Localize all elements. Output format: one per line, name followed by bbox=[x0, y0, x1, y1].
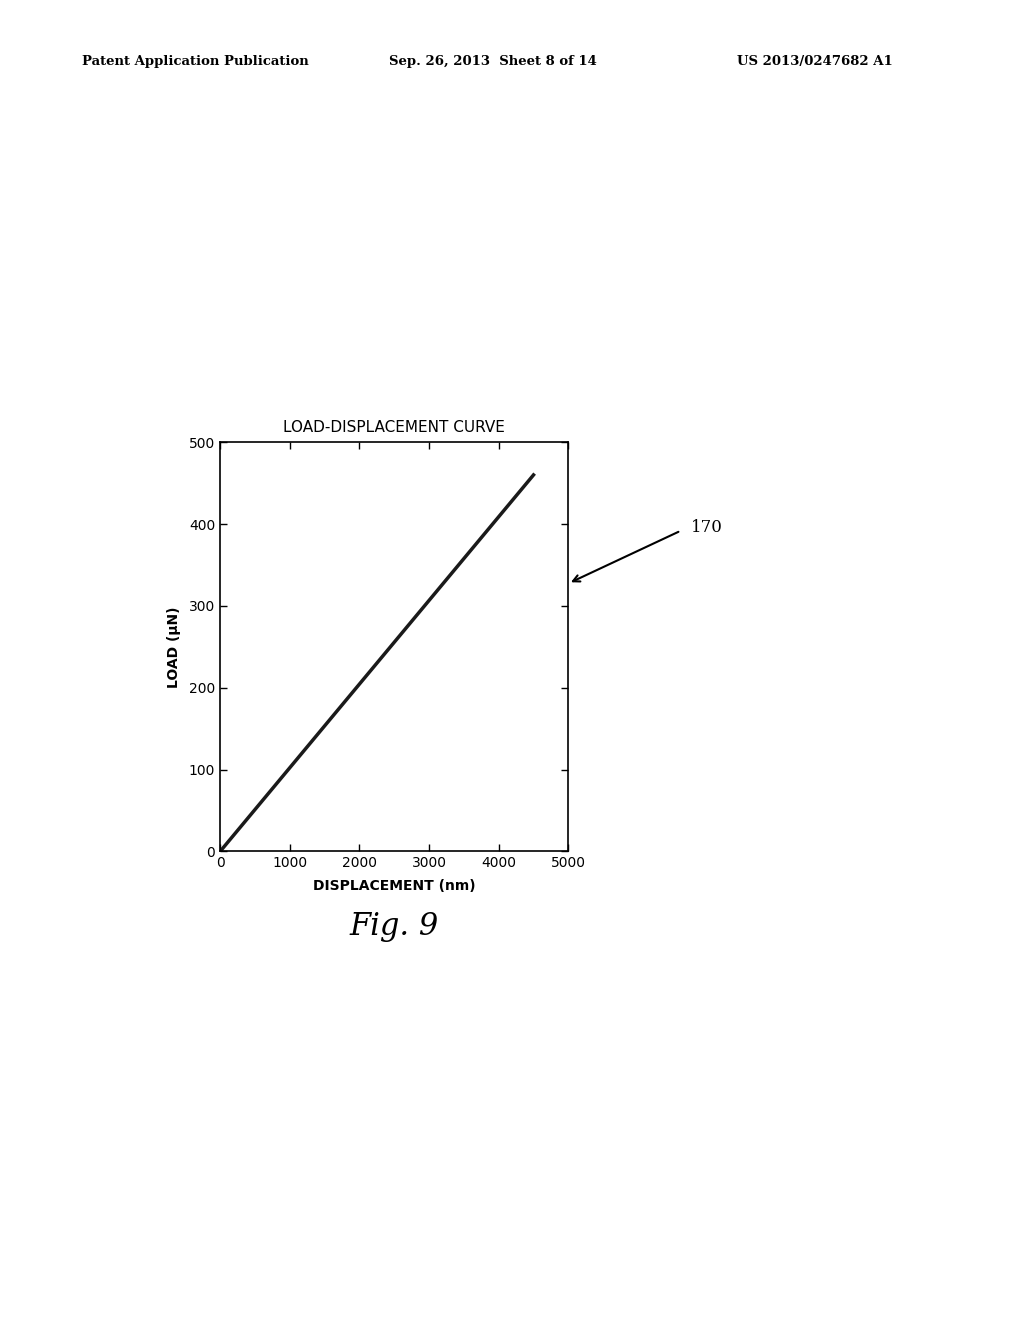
Text: Sep. 26, 2013  Sheet 8 of 14: Sep. 26, 2013 Sheet 8 of 14 bbox=[389, 55, 597, 69]
Y-axis label: LOAD (μN): LOAD (μN) bbox=[167, 606, 180, 688]
Text: Fig. 9: Fig. 9 bbox=[349, 911, 439, 941]
Text: Patent Application Publication: Patent Application Publication bbox=[82, 55, 308, 69]
Text: 170: 170 bbox=[691, 520, 723, 536]
Title: LOAD-DISPLACEMENT CURVE: LOAD-DISPLACEMENT CURVE bbox=[284, 421, 505, 436]
X-axis label: DISPLACEMENT (nm): DISPLACEMENT (nm) bbox=[313, 879, 475, 892]
Text: US 2013/0247682 A1: US 2013/0247682 A1 bbox=[737, 55, 893, 69]
